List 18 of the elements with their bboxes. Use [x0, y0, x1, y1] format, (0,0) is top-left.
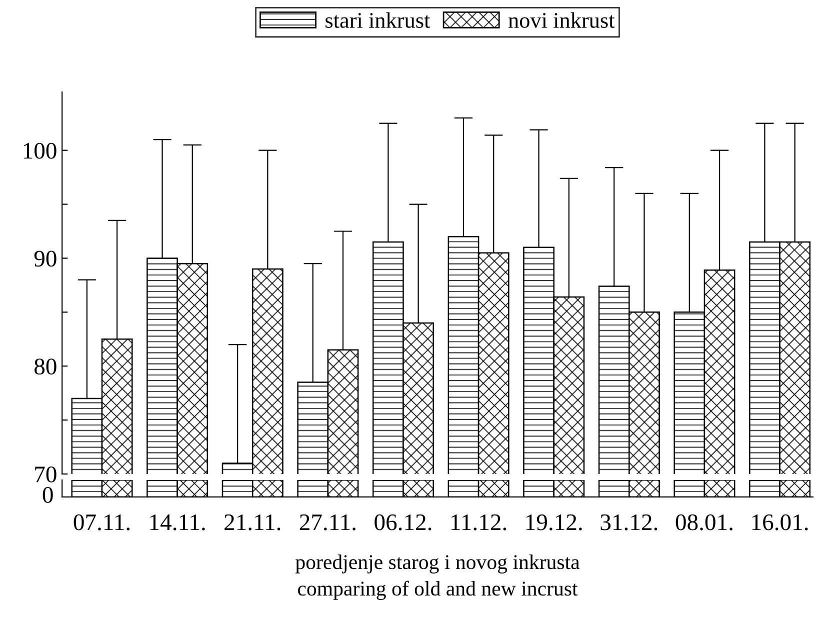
x-tick-label: 19.12.: [526, 514, 582, 530]
x-tick-label: 27.11.: [300, 514, 356, 530]
x-tick-label: 16.01.: [752, 514, 808, 530]
x-tick-label: 21.11.: [224, 514, 280, 530]
x-tick-label: 11.12.: [452, 514, 506, 530]
x-tick-label: 31.12.: [600, 514, 658, 530]
x-tick-label: 08.01.: [676, 514, 732, 530]
x-axis-title: poredjenje starog i novog inkrusta comparing of old and new incrust: [296, 554, 580, 600]
y-tick-label: 90: [34, 250, 56, 267]
text: 0: [42, 486, 53, 503]
legend-label: novi inkrust: [508, 12, 615, 28]
x-tick-label: 06.12.: [374, 514, 432, 530]
y-tick-label: 70: [35, 466, 56, 482]
x-tick-label: 07.11.: [74, 514, 130, 530]
y-tick-label: 80: [34, 358, 56, 375]
y-tick-label: 100: [24, 142, 56, 159]
x-tick-label: 14.11.: [150, 514, 205, 530]
legend-label: stari inkrust: [326, 12, 430, 28]
